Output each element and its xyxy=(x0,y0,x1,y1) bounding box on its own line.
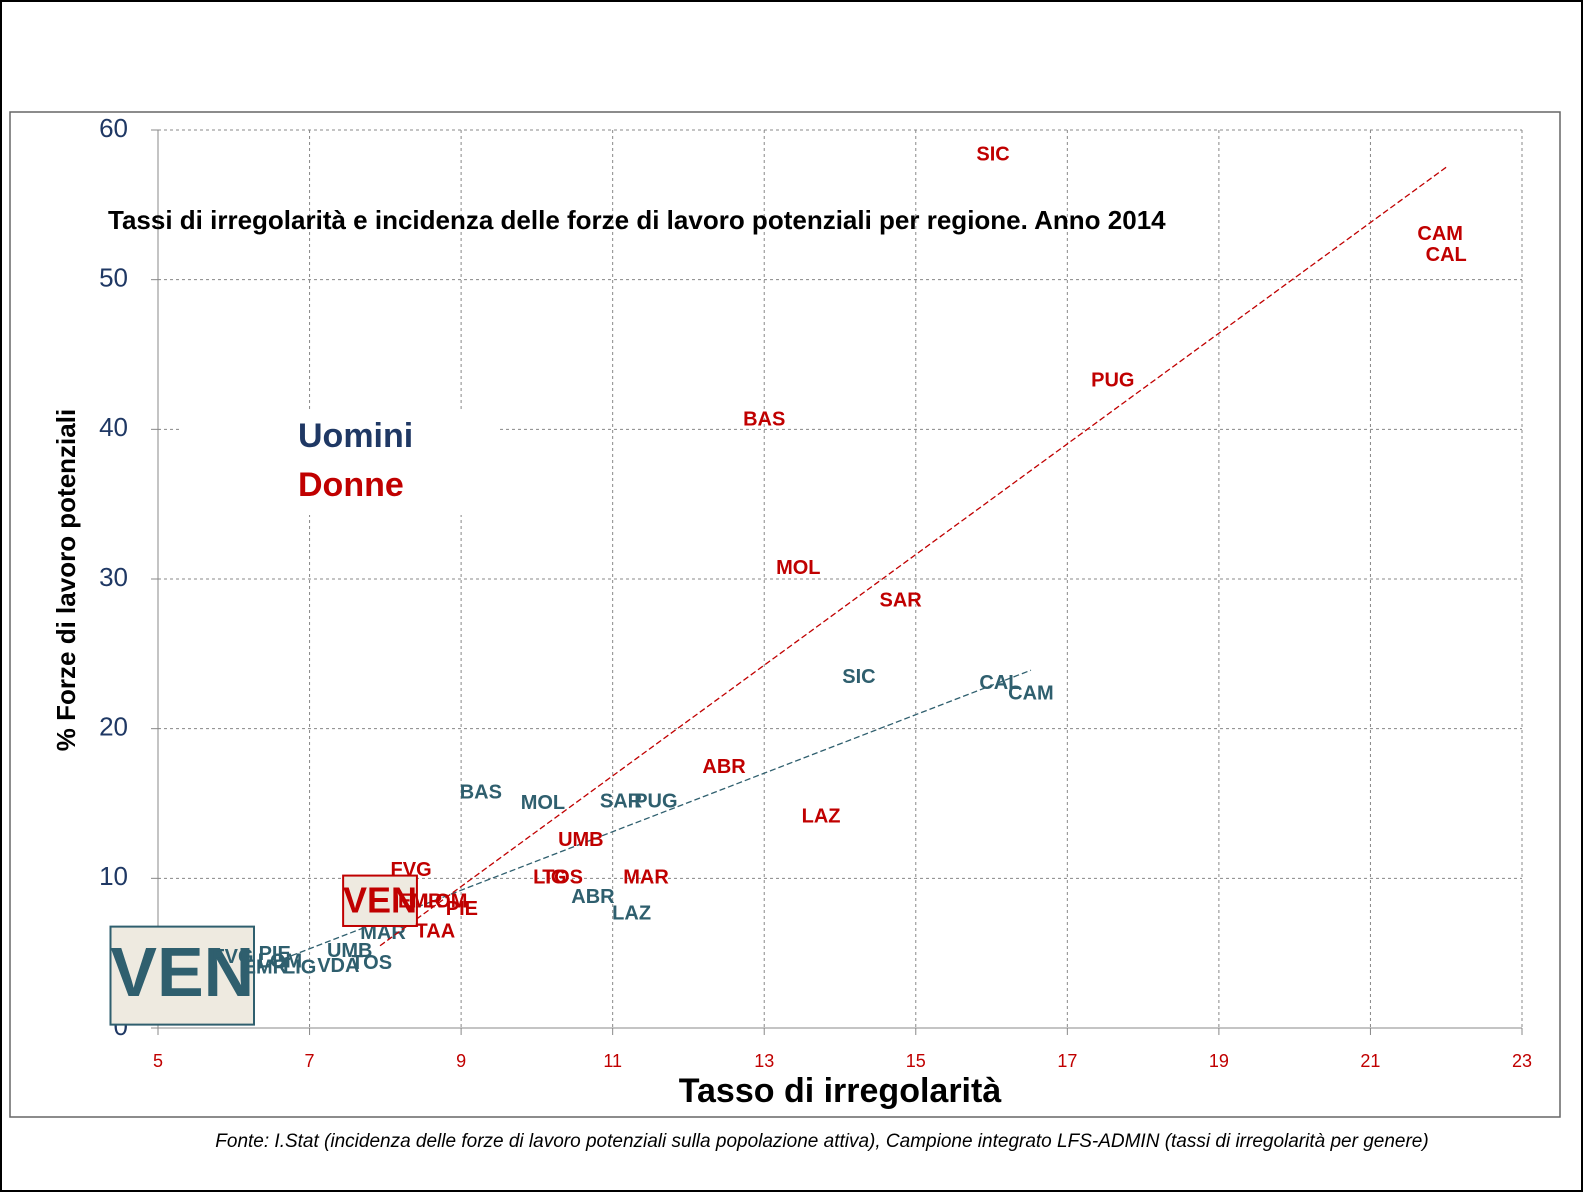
point-label: LIG xyxy=(533,867,566,889)
highlight-label: VEN xyxy=(343,879,417,920)
legend-box xyxy=(180,410,500,515)
point-label: CAM xyxy=(1417,223,1463,245)
point-label: PIE xyxy=(259,943,291,965)
point-label: FVG xyxy=(212,946,253,968)
point-label: ABR xyxy=(571,886,615,908)
trendline xyxy=(379,166,1447,947)
x-tick-label: 21 xyxy=(1360,1051,1380,1071)
highlight-box xyxy=(342,874,418,927)
x-tick-label: 7 xyxy=(305,1051,315,1071)
y-axis-title: % Forze di lavoro potenziali xyxy=(51,409,81,751)
y-tick-label: 60 xyxy=(99,113,128,143)
point-label: CAL xyxy=(1426,244,1467,266)
highlight-box xyxy=(109,925,255,1026)
trendline xyxy=(182,669,1032,999)
legend-entry: Donne xyxy=(298,466,404,504)
x-tick-label: 17 xyxy=(1057,1051,1077,1071)
x-tick-label: 13 xyxy=(754,1051,774,1071)
point-label: FVG xyxy=(391,859,432,881)
point-label: LOM xyxy=(423,891,467,913)
point-label: CAM xyxy=(1008,683,1054,705)
source-note: Fonte: I.Stat (incidenza delle forze di … xyxy=(215,1131,1428,1152)
legend-entry: Uomini xyxy=(298,417,413,455)
y-tick-label: 30 xyxy=(99,562,128,592)
point-label: LAZ xyxy=(802,805,841,827)
point-label: LIG xyxy=(283,956,316,978)
plot-frame xyxy=(9,111,1561,1118)
x-axis-title: Tasso di irregolarità xyxy=(679,1072,1002,1110)
y-tick-label: 20 xyxy=(99,712,128,742)
point-label: SIC xyxy=(976,144,1009,166)
point-label: MOL xyxy=(521,792,565,814)
highlight-label: VEN xyxy=(110,933,254,1011)
point-label: TOS xyxy=(351,952,392,974)
point-label: EMR xyxy=(398,891,443,913)
y-tick-label: 10 xyxy=(99,861,128,891)
x-tick-label: 19 xyxy=(1209,1051,1229,1071)
legend: Uomini Donne xyxy=(298,417,413,504)
point-label: TOS xyxy=(542,867,583,889)
point-label: UMB xyxy=(327,940,373,962)
point-label: BAS xyxy=(743,409,785,431)
point-label: SAR xyxy=(880,590,923,612)
point-label: EMR xyxy=(243,956,288,978)
point-label: PIE xyxy=(446,898,478,920)
point-label: SAR xyxy=(600,790,643,812)
point-label: MAR xyxy=(360,922,406,944)
x-tick-label: 15 xyxy=(906,1051,926,1071)
point-label: LAZ xyxy=(612,903,651,925)
point-label: BAS xyxy=(460,781,502,803)
point-label: MAR xyxy=(623,867,669,889)
chart-title: Tassi di irregolarità e incidenza delle … xyxy=(108,205,1166,235)
y-tick-label: 50 xyxy=(99,263,128,293)
y-tick-label: 40 xyxy=(99,412,128,442)
point-label: LOM xyxy=(258,950,302,972)
point-label: CAL xyxy=(979,672,1020,694)
x-tick-label: 9 xyxy=(456,1051,466,1071)
point-label: ABR xyxy=(702,756,746,778)
x-tick-label: 23 xyxy=(1512,1051,1532,1071)
point-label: MOL xyxy=(776,557,820,579)
point-label: UMB xyxy=(558,829,604,851)
x-tick-label: 11 xyxy=(603,1051,622,1071)
point-label: SIC xyxy=(842,666,875,688)
point-label: VDA xyxy=(317,955,359,977)
point-label: TAA xyxy=(416,920,456,942)
point-label: PUG xyxy=(634,790,677,812)
x-tick-label: 5 xyxy=(153,1051,163,1071)
point-label: PUG xyxy=(1091,370,1134,392)
